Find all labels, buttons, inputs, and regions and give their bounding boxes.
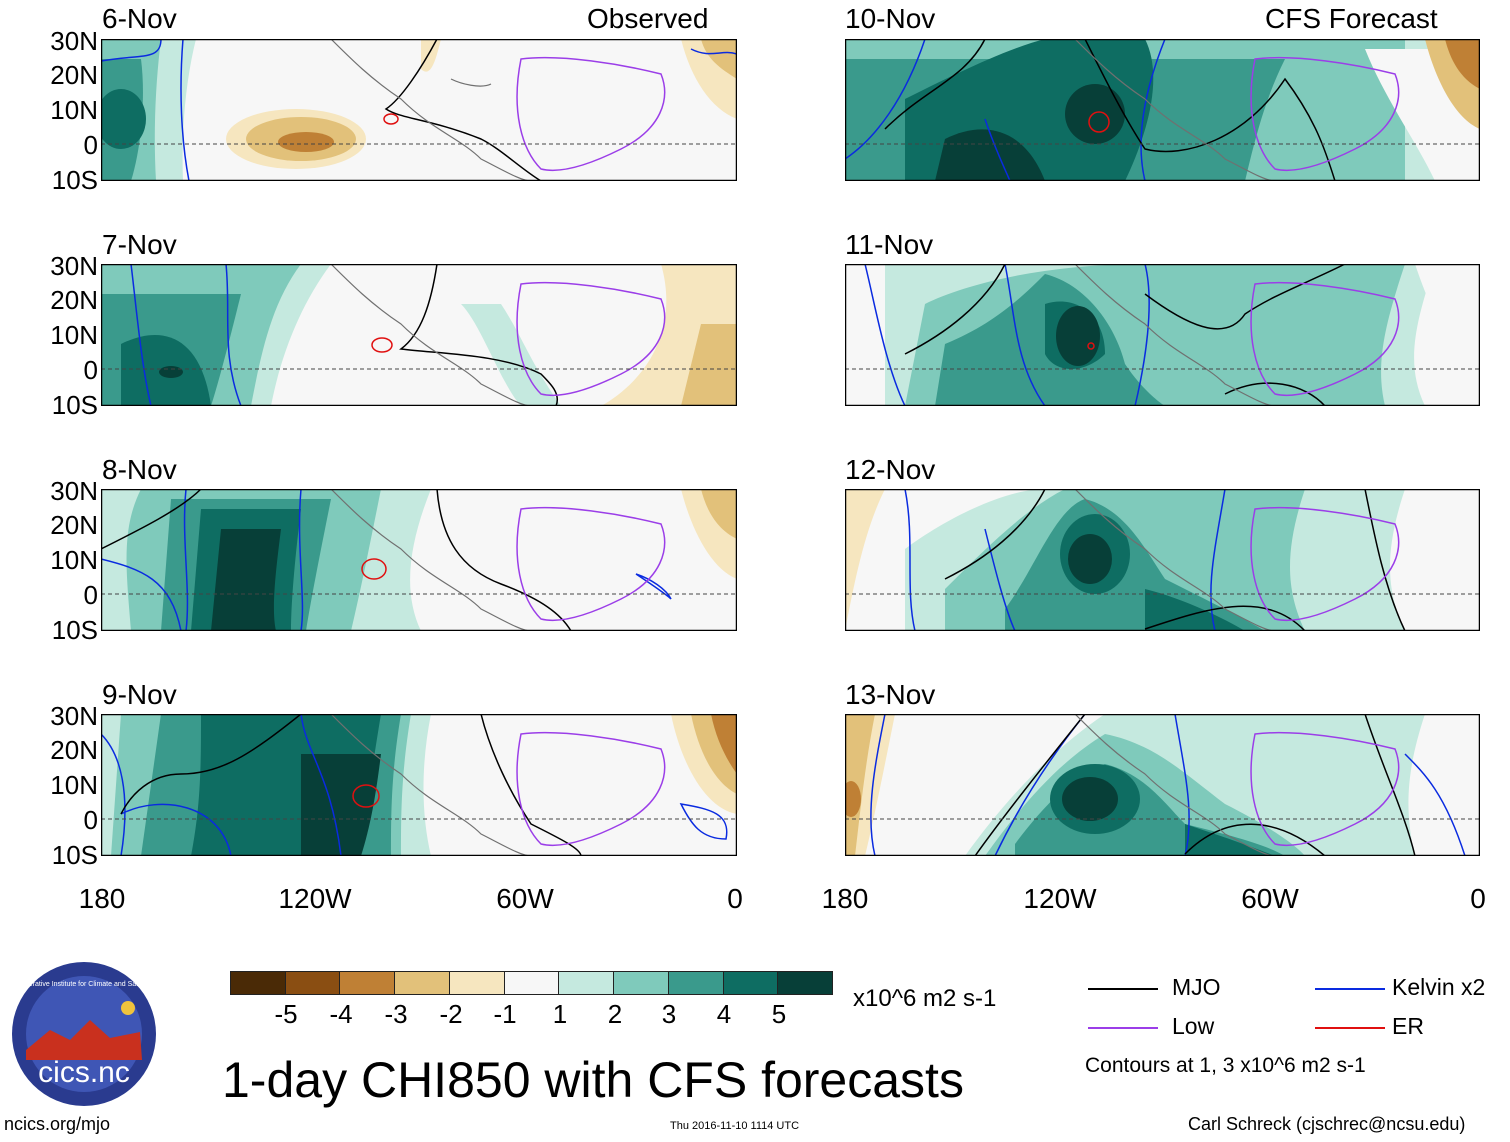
logo-ring-text: Cooperative Institute for Climate and Sa… [12, 981, 156, 988]
footer-url[interactable]: ncics.org/mjo [4, 1114, 111, 1134]
colorbar-swatch [668, 972, 724, 994]
map-panel-13nov [845, 714, 1480, 856]
legend-er-label: ER [1392, 1013, 1424, 1039]
panel-date-9nov: 9-Nov [102, 679, 177, 710]
colorbar-swatch [231, 972, 286, 994]
panel-date-10nov: 10-Nov [845, 3, 936, 34]
legend-kelvin-label: Kelvin x2 [1392, 974, 1486, 1000]
colorbar-tick: -1 [493, 999, 517, 1029]
lat-label-30n: 30N [50, 26, 98, 56]
lat-label-10n: 10N [50, 95, 98, 125]
lat-label-eq: 0 [83, 355, 98, 385]
map-panel-8nov [101, 489, 737, 631]
panel-tag-cfs-forecast: CFS Forecast [1265, 3, 1438, 34]
panel-date-8nov: 8-Nov [102, 454, 177, 485]
legend-low-label: Low [1172, 1013, 1215, 1039]
map-panel-10nov [845, 39, 1480, 181]
lat-label-10s: 10S [51, 165, 98, 195]
colorbar-tick: -2 [439, 999, 463, 1029]
colorbar-swatch [559, 972, 615, 994]
colorbar-swatch [614, 972, 669, 994]
panel-tag-observed: Observed [587, 3, 709, 34]
colorbar-tick: 4 [716, 999, 732, 1029]
lat-label-10s: 10S [51, 615, 98, 645]
lon-label-60w: 60W [1241, 883, 1299, 914]
lon-label-0: 0 [727, 883, 743, 914]
legend-er-line [1315, 1027, 1385, 1029]
panel-date-6nov: 6-Nov [102, 3, 177, 34]
colorbar-swatch [449, 972, 505, 994]
lon-label-180: 180 [821, 883, 869, 914]
colorbar-swatch [285, 972, 341, 994]
colorbar-swatch [504, 972, 560, 994]
lat-label-eq: 0 [83, 130, 98, 160]
lat-label-10n: 10N [50, 545, 98, 575]
colorbar-tick: -5 [274, 999, 298, 1029]
colorbar-tick: -3 [384, 999, 408, 1029]
contours-note: Contours at 1, 3 x10^6 m2 s-1 [1085, 1054, 1366, 1077]
colorbar-tick: -4 [329, 999, 353, 1029]
lon-label-0: 0 [1470, 883, 1486, 914]
legend-low-line [1088, 1027, 1158, 1029]
lat-label-20n: 20N [50, 735, 98, 765]
colorbar-tick: 5 [771, 999, 787, 1029]
colorbar-tick: 3 [661, 999, 677, 1029]
lon-label-60w: 60W [496, 883, 554, 914]
lat-label-30n: 30N [50, 701, 98, 731]
lat-label-30n: 30N [50, 476, 98, 506]
lat-label-20n: 20N [50, 285, 98, 315]
colorbar-tick: 1 [552, 999, 568, 1029]
lat-label-10n: 10N [50, 320, 98, 350]
colorbar-tick: 2 [607, 999, 623, 1029]
cics-logo: cics.nc Cooperative Institute for Climat… [12, 962, 156, 1106]
lat-label-10s: 10S [51, 840, 98, 870]
colorbar-swatch [395, 972, 450, 994]
map-panel-11nov [845, 264, 1480, 406]
map-panel-7nov [101, 264, 737, 406]
lon-label-120w: 120W [278, 883, 352, 914]
lat-label-20n: 20N [50, 60, 98, 90]
map-panel-9nov [101, 714, 737, 856]
lat-label-10n: 10N [50, 770, 98, 800]
map-panel-12nov [845, 489, 1480, 631]
map-panel-6nov [101, 39, 737, 181]
footer-timestamp: Thu 2016-11-10 1114 UTC [670, 1120, 800, 1132]
colorbar-units: x10^6 m2 s-1 [853, 985, 997, 1012]
panel-date-11nov: 11-Nov [845, 229, 934, 260]
colorbar-swatch [340, 972, 396, 994]
colorbar-swatch [778, 972, 833, 994]
lat-label-10s: 10S [51, 390, 98, 420]
colorbar [230, 971, 833, 995]
logo-wordmark: cics.nc [38, 1056, 130, 1089]
lat-label-30n: 30N [50, 251, 98, 281]
panel-date-7nov: 7-Nov [102, 229, 177, 260]
panel-date-13nov: 13-Nov [845, 679, 936, 710]
lon-label-120w: 120W [1023, 883, 1097, 914]
legend-mjo-label: MJO [1172, 974, 1221, 1000]
legend-kelvin-line [1315, 988, 1385, 990]
lat-label-20n: 20N [50, 510, 98, 540]
figure-title: 1-day CHI850 with CFS forecasts [222, 1052, 964, 1108]
lat-label-eq: 0 [83, 805, 98, 835]
lat-label-eq: 0 [83, 580, 98, 610]
colorbar-swatch [723, 972, 779, 994]
panel-date-12nov: 12-Nov [845, 454, 936, 485]
legend-mjo-line [1088, 988, 1158, 990]
lon-label-180: 180 [78, 883, 126, 914]
footer-author: Carl Schreck (cjschrec@ncsu.edu) [1188, 1114, 1466, 1134]
